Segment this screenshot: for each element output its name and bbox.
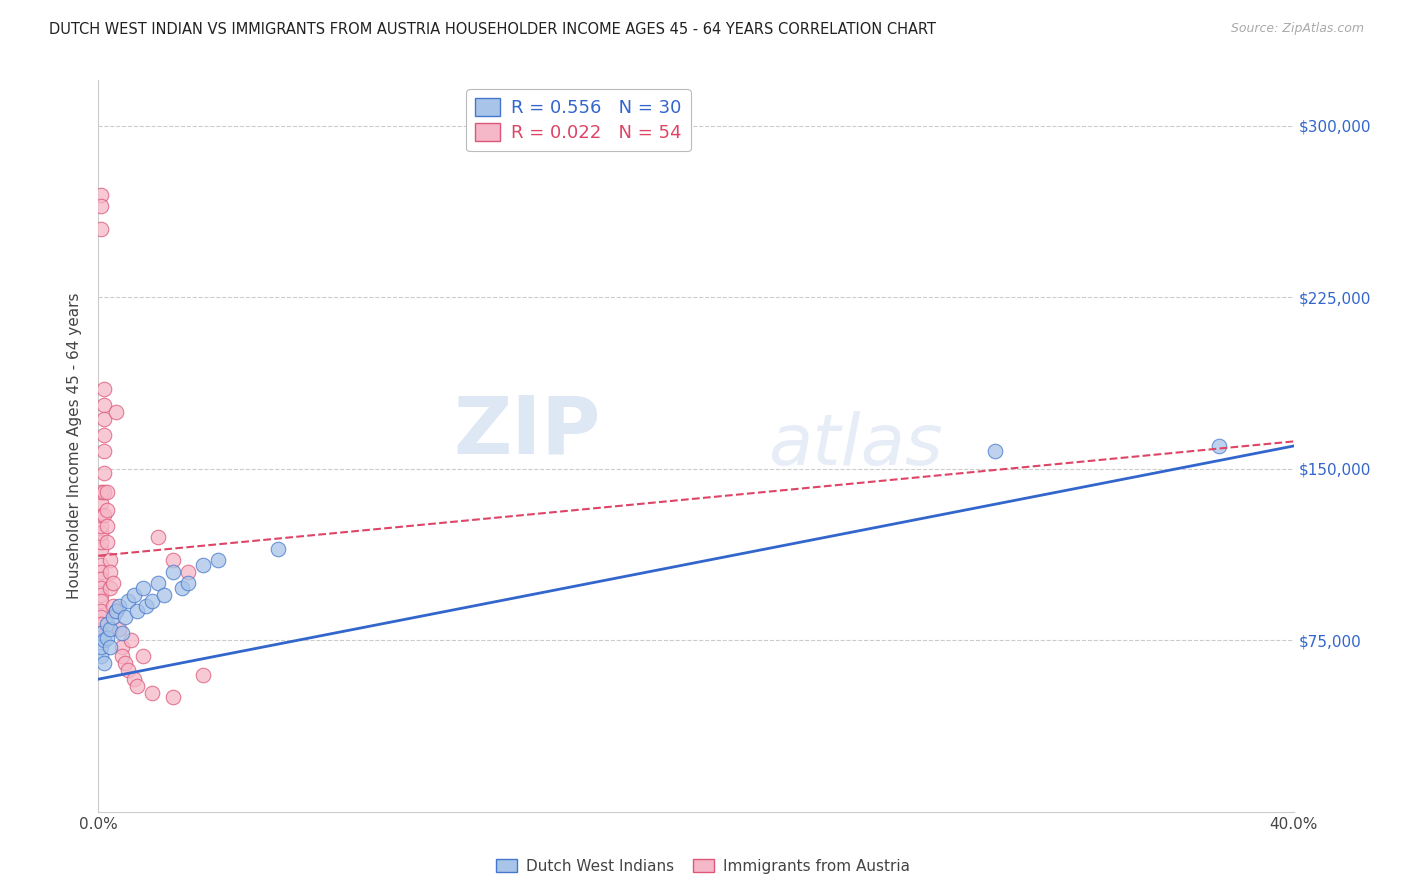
- Point: [984, 443, 1007, 458]
- Point: [98, 581, 122, 595]
- Point: [162, 553, 184, 567]
- Point: [207, 553, 229, 567]
- Point: [117, 594, 139, 608]
- Point: [90, 535, 112, 549]
- Point: [93, 398, 115, 412]
- Point: [98, 622, 122, 636]
- Point: [90, 640, 112, 655]
- Point: [96, 617, 118, 632]
- Text: atlas: atlas: [768, 411, 942, 481]
- Point: [132, 581, 155, 595]
- Point: [90, 508, 112, 522]
- Point: [114, 656, 136, 670]
- Legend: Dutch West Indians, Immigrants from Austria: Dutch West Indians, Immigrants from Aust…: [489, 853, 917, 880]
- Point: [90, 484, 112, 499]
- Point: [93, 633, 115, 648]
- Point: [127, 679, 149, 693]
- Point: [93, 467, 115, 481]
- Point: [90, 603, 112, 617]
- Point: [90, 626, 112, 640]
- Point: [93, 656, 115, 670]
- Point: [105, 603, 128, 617]
- Point: [141, 594, 163, 608]
- Point: [177, 565, 200, 579]
- Point: [90, 199, 112, 213]
- Point: [108, 622, 131, 636]
- Point: [96, 503, 118, 517]
- Point: [162, 690, 184, 705]
- Point: [111, 649, 134, 664]
- Point: [96, 519, 118, 533]
- Point: [90, 187, 112, 202]
- Point: [90, 617, 112, 632]
- Point: [111, 640, 134, 655]
- Point: [105, 405, 128, 419]
- Point: [103, 610, 125, 624]
- Point: [90, 496, 112, 510]
- Point: [98, 553, 122, 567]
- Point: [90, 594, 112, 608]
- Point: [90, 649, 112, 664]
- Point: [90, 626, 112, 640]
- Point: [90, 610, 112, 624]
- Point: [191, 667, 214, 681]
- Point: [98, 565, 122, 579]
- Point: [103, 576, 125, 591]
- Point: [127, 603, 149, 617]
- Point: [93, 382, 115, 396]
- Point: [135, 599, 157, 613]
- Point: [96, 631, 118, 645]
- Point: [90, 525, 112, 540]
- Point: [111, 626, 134, 640]
- Point: [172, 581, 194, 595]
- Point: [177, 576, 200, 591]
- Point: [132, 649, 155, 664]
- Point: [141, 686, 163, 700]
- Point: [93, 508, 115, 522]
- Y-axis label: Householder Income Ages 45 - 64 years: Householder Income Ages 45 - 64 years: [67, 293, 83, 599]
- Point: [90, 519, 112, 533]
- Point: [90, 222, 112, 236]
- Point: [90, 565, 112, 579]
- Point: [93, 427, 115, 442]
- Point: [153, 588, 176, 602]
- Text: Source: ZipAtlas.com: Source: ZipAtlas.com: [1230, 22, 1364, 36]
- Point: [96, 535, 118, 549]
- Point: [1208, 439, 1230, 453]
- Point: [98, 640, 122, 655]
- Point: [93, 443, 115, 458]
- Point: [90, 572, 112, 586]
- Point: [124, 672, 146, 686]
- Point: [120, 633, 142, 648]
- Point: [162, 565, 184, 579]
- Point: [93, 411, 115, 425]
- Point: [90, 588, 112, 602]
- Point: [108, 599, 131, 613]
- Point: [191, 558, 214, 572]
- Point: [90, 558, 112, 572]
- Point: [124, 588, 146, 602]
- Point: [103, 599, 125, 613]
- Point: [96, 484, 118, 499]
- Point: [148, 576, 170, 591]
- Point: [117, 663, 139, 677]
- Point: [267, 541, 290, 556]
- Point: [105, 603, 128, 617]
- Point: [90, 541, 112, 556]
- Text: DUTCH WEST INDIAN VS IMMIGRANTS FROM AUSTRIA HOUSEHOLDER INCOME AGES 45 - 64 YEA: DUTCH WEST INDIAN VS IMMIGRANTS FROM AUS…: [49, 22, 936, 37]
- Point: [90, 581, 112, 595]
- Point: [93, 484, 115, 499]
- Text: ZIP: ZIP: [453, 392, 600, 470]
- Legend: R = 0.556   N = 30, R = 0.022   N = 54: R = 0.556 N = 30, R = 0.022 N = 54: [465, 89, 690, 152]
- Point: [148, 530, 170, 544]
- Point: [114, 610, 136, 624]
